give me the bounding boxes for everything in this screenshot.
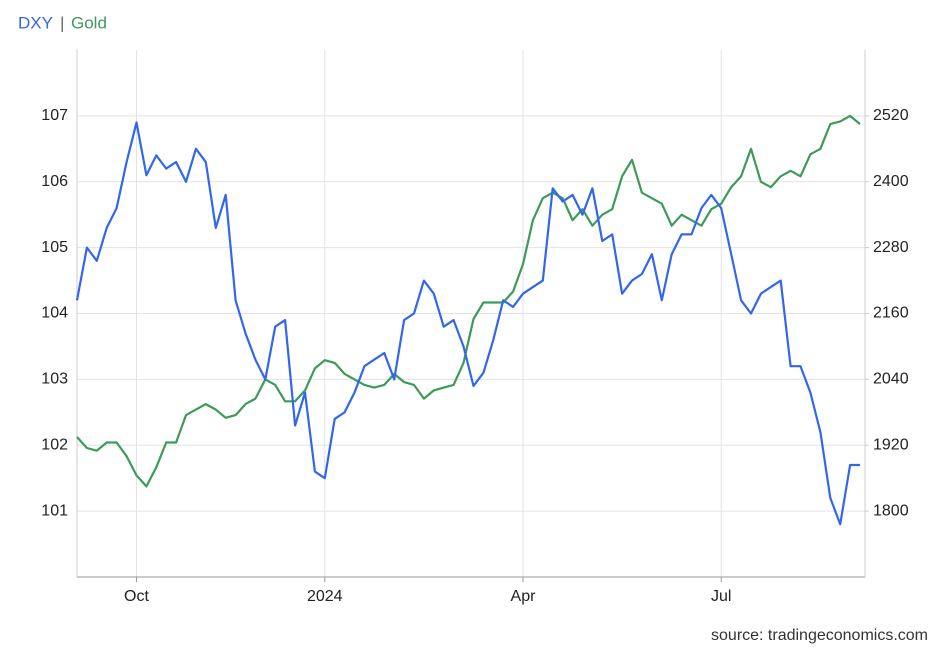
y2-tick-label: 1800 <box>873 502 909 519</box>
y-tick-label: 104 <box>41 305 68 322</box>
legend-dxy: DXY <box>18 13 53 32</box>
y2-tick-label: 1920 <box>873 436 909 453</box>
y2-tick-label: 2400 <box>873 173 909 190</box>
y-tick-label: 105 <box>41 239 68 256</box>
legend-separator: | <box>60 13 64 32</box>
y-tick-label: 101 <box>41 502 68 519</box>
legend-gold: Gold <box>71 13 107 32</box>
source: source: tradingeconomics.com <box>711 627 928 644</box>
y2-tick-label: 2160 <box>873 305 909 322</box>
y-tick-label: 102 <box>41 436 68 453</box>
x-tick-label: Apr <box>511 588 537 605</box>
x-tick-label: 2024 <box>307 588 343 605</box>
y2-tick-label: 2280 <box>873 239 909 256</box>
y2-tick-label: 2520 <box>873 107 909 124</box>
y-tick-label: 103 <box>41 371 68 388</box>
line-dxy <box>75 121 860 526</box>
y2-tick-label: 2040 <box>873 371 909 388</box>
x-tick-label: Oct <box>124 588 149 605</box>
line-gold <box>76 114 861 488</box>
y-tick-label: 107 <box>41 107 68 124</box>
y-tick-label: 106 <box>41 173 68 190</box>
x-tick-label: Jul <box>711 588 731 605</box>
